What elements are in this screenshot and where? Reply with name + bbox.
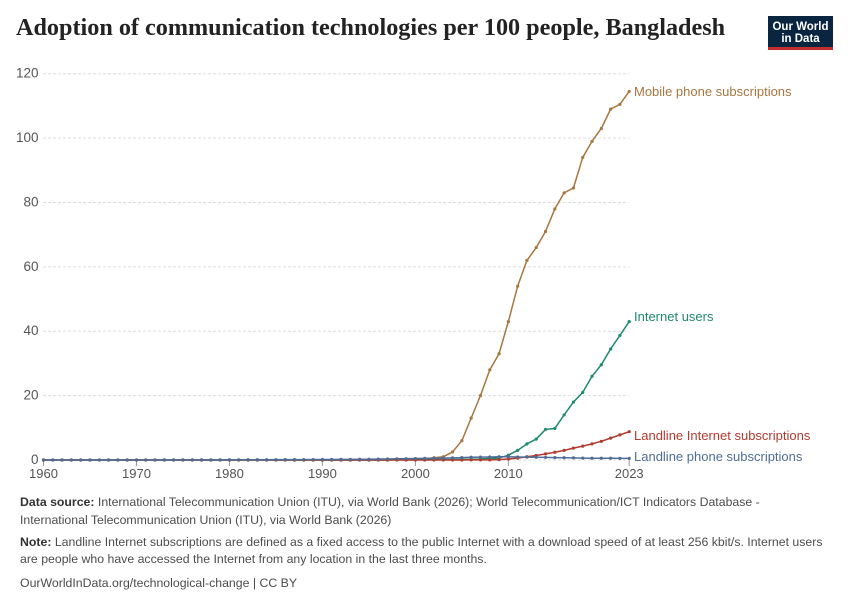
svg-text:1970: 1970: [122, 466, 151, 481]
svg-text:1960: 1960: [29, 466, 58, 481]
svg-text:Internet users: Internet users: [634, 309, 714, 324]
svg-text:1990: 1990: [308, 466, 337, 481]
svg-text:40: 40: [23, 323, 38, 338]
svg-text:Mobile phone subscriptions: Mobile phone subscriptions: [634, 84, 792, 99]
svg-text:Landline phone subscriptions: Landline phone subscriptions: [634, 449, 803, 464]
svg-text:80: 80: [23, 194, 38, 209]
svg-text:Landline Internet subscription: Landline Internet subscriptions: [634, 428, 811, 443]
svg-text:2000: 2000: [401, 466, 430, 481]
svg-text:20: 20: [23, 388, 38, 403]
svg-text:60: 60: [23, 259, 38, 274]
svg-text:120: 120: [16, 66, 39, 81]
svg-text:0: 0: [31, 452, 39, 467]
svg-text:1980: 1980: [215, 466, 244, 481]
svg-text:2023: 2023: [615, 466, 644, 481]
svg-text:2010: 2010: [494, 466, 523, 481]
svg-text:100: 100: [16, 130, 39, 145]
